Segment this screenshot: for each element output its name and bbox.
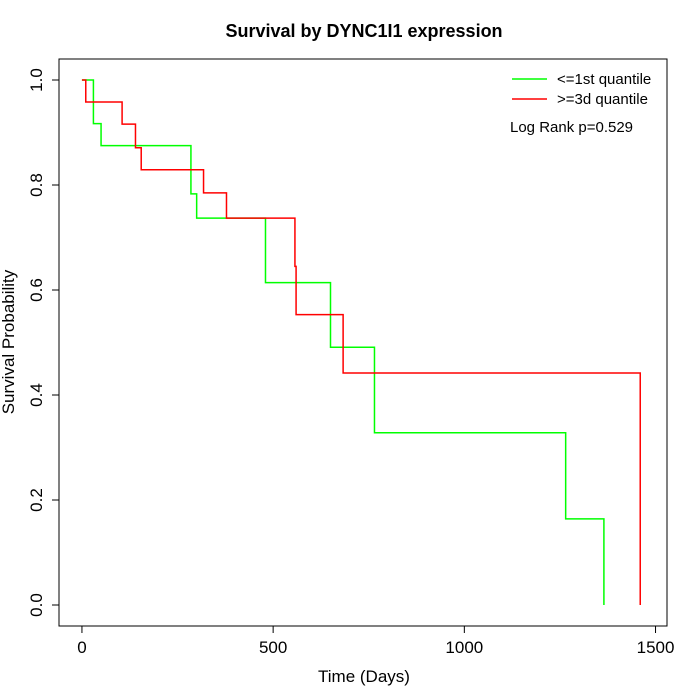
- y-axis-label: Survival Probability: [0, 269, 18, 414]
- x-axis: 0 500 1000 1500: [77, 625, 675, 657]
- y-tick-label: 0.8: [27, 173, 46, 197]
- y-tick-label: 0.4: [27, 383, 46, 407]
- y-tick-label: 0.0: [27, 593, 46, 617]
- plot-frame: [58, 58, 668, 627]
- y-tick-label: 0.6: [27, 278, 46, 302]
- x-tick-label: 0: [77, 638, 86, 657]
- chart-title: Survival by DYNC1I1 expression: [225, 21, 502, 41]
- survival-curve-high: [81, 79, 641, 605]
- survival-curve-low: [81, 79, 605, 605]
- x-tick-label: 1000: [445, 638, 483, 657]
- y-axis: 0.0 0.2 0.4 0.6 0.8 1.0: [27, 68, 60, 617]
- log-rank-annotation: Log Rank p=0.529: [510, 119, 633, 136]
- legend: <=1st quantile >=3d quantile: [512, 71, 651, 108]
- x-axis-label: Time (Days): [318, 667, 410, 686]
- y-tick-label: 0.2: [27, 488, 46, 512]
- legend-label: <=1st quantile: [557, 71, 651, 88]
- series-layer: [81, 79, 641, 605]
- x-tick-label: 500: [259, 638, 287, 657]
- x-tick-label: 1500: [637, 638, 675, 657]
- y-tick-label: 1.0: [27, 68, 46, 92]
- legend-label: >=3d quantile: [557, 91, 648, 108]
